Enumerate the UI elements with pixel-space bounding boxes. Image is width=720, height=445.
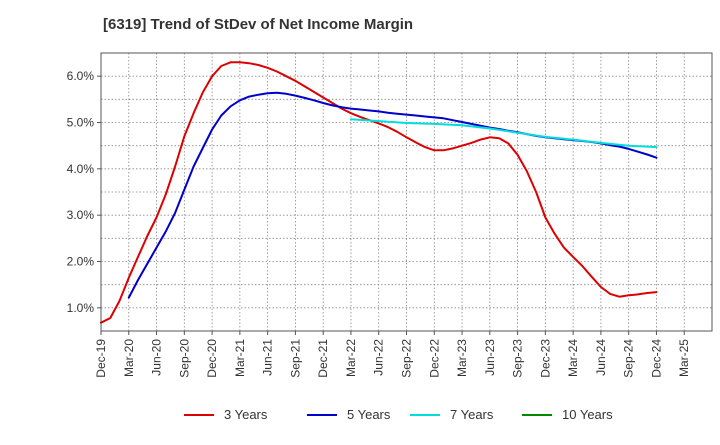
y-tick-label: 5.0% xyxy=(67,116,95,130)
series-line-3-years xyxy=(100,61,658,324)
y-tick-label: 6.0% xyxy=(67,69,95,83)
x-tick-label: Jun-21 xyxy=(261,339,275,376)
x-tick-label: Sep-23 xyxy=(511,339,525,378)
x-tick-label: Sep-20 xyxy=(177,339,191,378)
x-tick-label: Mar-21 xyxy=(233,339,247,377)
x-tick-label: Sep-21 xyxy=(288,339,302,378)
y-tick-label: 3.0% xyxy=(67,208,95,222)
axes: 1.0% 2.0% 3.0% 4.0% 5.0% 6.0% Dec-19 Mar-20 Jun-… xyxy=(67,52,713,378)
legend-label: 5 Years xyxy=(347,407,391,422)
y-tick-label: 2.0% xyxy=(67,255,95,269)
x-tick-label: Dec-24 xyxy=(649,339,663,378)
x-tick-label: Jun-23 xyxy=(483,339,497,376)
chart-title: [6319] Trend of StDev of Net Income Marg… xyxy=(103,16,414,33)
series-line-7-years xyxy=(350,118,658,149)
legend-label: 3 Years xyxy=(224,407,268,422)
legend: 3 Years 5 Years 7 Years 10 Years xyxy=(184,407,613,422)
y-tick-label: 1.0% xyxy=(67,301,95,315)
x-tick-label: Mar-24 xyxy=(566,339,580,377)
x-tick-label: Dec-21 xyxy=(316,339,330,378)
x-tick-label: Dec-19 xyxy=(94,339,108,378)
x-tick-label: Jun-20 xyxy=(150,339,164,376)
x-tick-label: Mar-23 xyxy=(455,339,469,377)
x-tick-label: Sep-24 xyxy=(622,339,636,378)
x-tick-label: Dec-20 xyxy=(205,339,219,378)
x-tick-label: Sep-22 xyxy=(400,339,414,378)
x-tick-label: Mar-20 xyxy=(122,339,136,377)
x-tick-label: Mar-25 xyxy=(677,339,691,377)
x-tick-label: Dec-23 xyxy=(538,339,552,378)
x-tick-label: Jun-22 xyxy=(372,339,386,376)
x-tick-label: Jun-24 xyxy=(594,339,608,376)
x-tick-label: Dec-22 xyxy=(427,339,441,378)
legend-label: 10 Years xyxy=(562,407,613,422)
x-tick-label: Mar-22 xyxy=(344,339,358,377)
series-lines xyxy=(100,61,658,324)
y-tick-label: 4.0% xyxy=(67,162,95,176)
legend-label: 7 Years xyxy=(450,407,494,422)
